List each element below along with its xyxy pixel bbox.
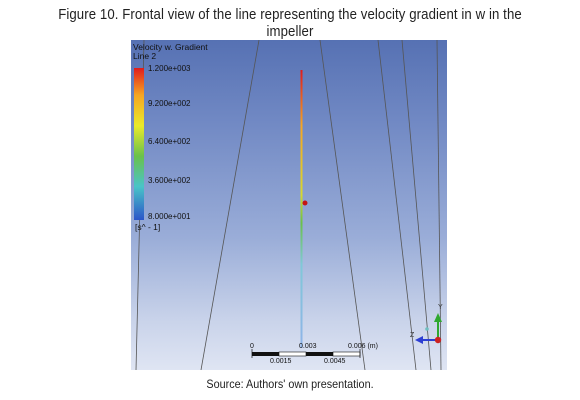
- blade-edge-line: [401, 40, 432, 370]
- legend-variable-name: Velocity w. Gradient: [133, 42, 208, 52]
- legend-tick: 6.400e+002: [148, 137, 191, 146]
- legend-tick: 9.200e+002: [148, 99, 191, 108]
- scale-label: 0: [250, 343, 254, 350]
- legend-colorbar: [134, 68, 144, 220]
- axis-label-y: Y: [438, 304, 443, 311]
- legend-unit: [s^ - 1]: [135, 222, 161, 232]
- source-caption: Source: Authors' own presentation.: [206, 377, 374, 391]
- legend-tick-max: 1.200e+003: [148, 64, 191, 73]
- impeller-geometry: [135, 40, 442, 370]
- blade-edge-line: [377, 40, 417, 370]
- scale-label: 0.006 (m): [348, 343, 378, 350]
- blade-edge-line: [319, 40, 366, 370]
- scale-label: 0.003: [299, 343, 317, 350]
- velocity-gradient-line[interactable]: [300, 70, 303, 348]
- legend-location-name: Line 2: [133, 51, 157, 61]
- scale-bar: [251, 349, 361, 358]
- scale-label: 0.0015: [270, 358, 292, 365]
- axis-label-z: Z: [410, 332, 415, 339]
- scale-label: 0.0045: [324, 358, 346, 365]
- legend-tick-min: 8.000e+001: [148, 212, 191, 221]
- blade-edge-line: [436, 40, 442, 370]
- legend-title: Velocity w. Gradient Line 2: [133, 43, 208, 61]
- blade-edge-line: [200, 40, 260, 370]
- figure-title: Figure 10. Frontal view of the line repr…: [58, 6, 522, 40]
- legend-tick: 3.600e+002: [148, 176, 191, 185]
- axis-triad[interactable]: [415, 313, 442, 344]
- probe-point[interactable]: [302, 200, 308, 206]
- 3d-viewport[interactable]: Velocity w. Gradient Line 2 1.200e+003 9…: [131, 40, 447, 370]
